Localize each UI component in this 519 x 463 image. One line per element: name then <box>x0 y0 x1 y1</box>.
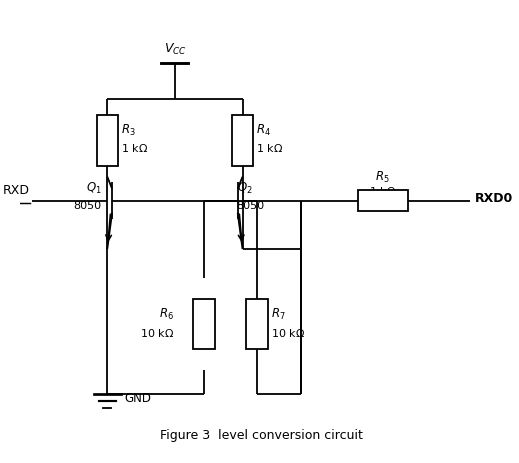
Text: 8050: 8050 <box>73 200 101 211</box>
Text: RXD: RXD <box>3 184 30 197</box>
Text: $Q_1$: $Q_1$ <box>86 181 101 196</box>
Text: $R_6$: $R_6$ <box>159 307 174 322</box>
Text: 10 k$\Omega$: 10 k$\Omega$ <box>270 327 305 339</box>
Text: Figure 3  level conversion circuit: Figure 3 level conversion circuit <box>160 429 363 442</box>
Text: 8050: 8050 <box>237 200 265 211</box>
Text: $Q_2$: $Q_2$ <box>237 181 252 196</box>
Text: $R_7$: $R_7$ <box>270 307 285 322</box>
Bar <box>358 190 408 212</box>
Bar <box>97 115 118 166</box>
Text: $R_3$: $R_3$ <box>121 123 135 138</box>
Text: $V_{CC}$: $V_{CC}$ <box>163 42 186 57</box>
Bar <box>247 299 268 349</box>
Text: $R_5$: $R_5$ <box>375 170 390 185</box>
Text: GND: GND <box>124 393 151 406</box>
Text: 1 k$\Omega$: 1 k$\Omega$ <box>121 142 148 154</box>
Text: RXD0: RXD0 <box>474 192 513 205</box>
Text: $R_4$: $R_4$ <box>256 123 271 138</box>
Bar <box>193 299 214 349</box>
Text: 1 k$\Omega$: 1 k$\Omega$ <box>256 142 283 154</box>
Text: 1 k$\Omega$: 1 k$\Omega$ <box>369 185 396 197</box>
Text: 10 k$\Omega$: 10 k$\Omega$ <box>140 327 174 339</box>
Bar <box>232 115 253 166</box>
